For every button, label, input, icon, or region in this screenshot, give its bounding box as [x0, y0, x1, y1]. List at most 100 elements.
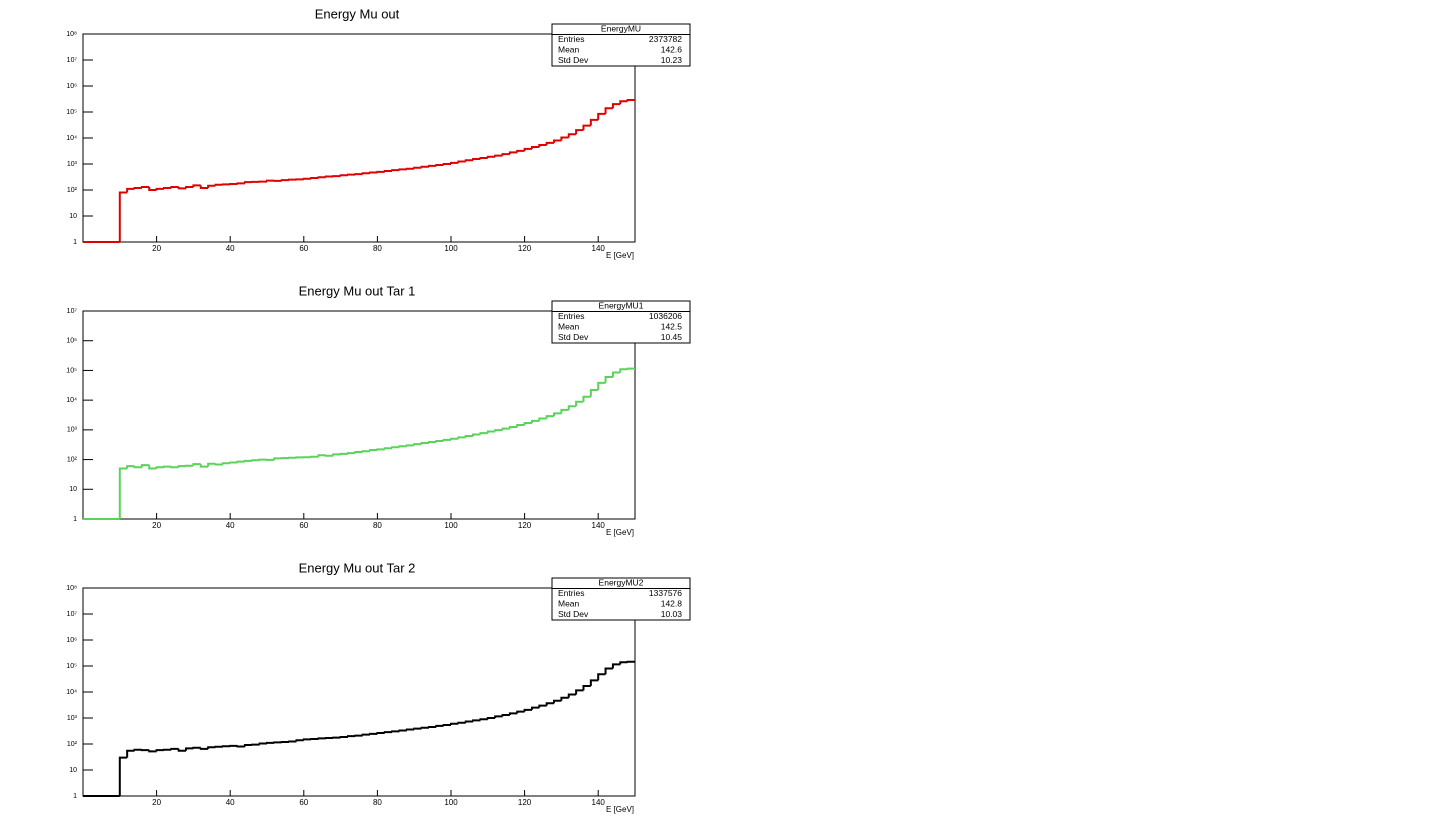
x-tick-label: 120 — [518, 798, 532, 807]
histogram-step — [575, 400, 584, 407]
histogram-step — [405, 728, 415, 731]
y-tick-label: 10⁴ — [66, 135, 77, 142]
histogram-step — [626, 98, 635, 102]
histogram-step — [479, 718, 488, 721]
y-tick-label: 10⁶ — [66, 637, 77, 644]
histogram-step — [126, 465, 135, 469]
y-tick-label: 1 — [73, 239, 77, 246]
histogram-step — [604, 376, 613, 383]
y-tick-label: 10³ — [67, 427, 78, 434]
x-tick-label: 120 — [518, 244, 532, 253]
histogram-step — [251, 459, 260, 462]
histogram-step — [604, 107, 613, 114]
histogram-step — [472, 158, 481, 161]
histogram-step — [302, 738, 312, 741]
histogram-step — [258, 458, 267, 461]
histogram-step — [302, 177, 312, 180]
stats-label: Mean — [558, 322, 580, 332]
histogram-step — [192, 463, 201, 466]
stats-value: 142.6 — [661, 45, 683, 55]
stats-name: EnergyMU2 — [599, 578, 644, 588]
histogram-step — [369, 448, 378, 452]
histogram-step — [450, 722, 459, 725]
histogram-step — [494, 429, 503, 432]
histogram-step — [221, 745, 231, 748]
histogram-step — [479, 157, 488, 160]
stats-label: Mean — [558, 599, 580, 609]
histogram-step — [324, 175, 334, 178]
histogram-step — [427, 726, 437, 729]
histogram-step — [494, 154, 503, 157]
histogram-step — [346, 735, 356, 738]
histogram-step — [148, 750, 157, 753]
histogram-step — [619, 661, 628, 665]
histogram-step — [199, 185, 209, 189]
histogram-step — [589, 679, 599, 687]
histogram-step — [545, 415, 555, 419]
stats-box — [551, 577, 691, 621]
histogram-step — [398, 168, 407, 171]
x-tick-label: 60 — [299, 798, 308, 807]
histogram-step — [170, 747, 179, 750]
y-tick-label: 10⁶ — [66, 83, 77, 90]
histogram-step — [376, 170, 385, 173]
histogram-step — [464, 159, 474, 162]
x-tick-label: 40 — [226, 244, 235, 253]
histogram-step — [464, 720, 474, 723]
histogram-step — [523, 147, 532, 151]
histogram-step — [229, 461, 238, 464]
x-tick-label: 40 — [226, 521, 235, 530]
histogram-step — [553, 139, 562, 143]
histogram-step — [162, 465, 172, 468]
y-tick-label: 10⁸ — [66, 31, 77, 38]
histogram-step — [243, 181, 253, 184]
histogram-step — [391, 446, 400, 449]
histogram-step — [420, 726, 429, 729]
histogram-step — [376, 448, 385, 451]
histogram-step — [118, 756, 128, 796]
histogram-step — [346, 452, 356, 455]
histogram-step — [140, 186, 150, 189]
histogram-step — [369, 732, 378, 735]
histogram-step — [258, 742, 267, 745]
histogram-step — [523, 422, 532, 426]
histogram-step — [170, 186, 179, 189]
stats-name: EnergyMU1 — [599, 301, 644, 311]
histogram-step — [361, 733, 371, 736]
y-tick-label: 10² — [67, 456, 78, 463]
histogram-step — [486, 155, 496, 159]
x-tick-label: 20 — [152, 244, 161, 253]
histogram-step — [582, 685, 591, 691]
histogram-step — [177, 465, 187, 468]
histogram-step — [199, 747, 209, 750]
histogram-step — [207, 462, 216, 467]
x-tick-label: 80 — [373, 798, 382, 807]
histogram-step — [597, 673, 606, 681]
histogram-step — [383, 731, 393, 734]
histogram-step — [177, 748, 187, 752]
chart-title: Energy Mu out Tar 1 — [299, 283, 416, 298]
histogram-step — [619, 368, 628, 373]
histogram-step — [207, 746, 216, 749]
histogram-step — [207, 184, 216, 188]
histogram-step — [538, 417, 547, 421]
histogram-step — [619, 100, 628, 105]
histogram-step — [494, 715, 503, 718]
x-tick-label: 140 — [592, 521, 606, 530]
histogram-step — [155, 749, 164, 752]
histogram-step — [486, 430, 496, 434]
histogram-step — [420, 165, 429, 168]
histogram-step — [538, 704, 547, 708]
histogram-step — [560, 408, 569, 414]
histogram-step — [435, 163, 444, 166]
histogram-step — [126, 187, 135, 193]
histogram-step — [589, 388, 599, 397]
stats-value: 1337576 — [649, 588, 682, 598]
histogram-step — [339, 736, 348, 739]
stats-box — [551, 23, 691, 67]
histogram-step — [427, 441, 437, 444]
histogram-step — [442, 163, 451, 165]
stats-box — [551, 300, 691, 344]
histogram-step — [457, 160, 466, 163]
histogram-step — [516, 149, 525, 153]
